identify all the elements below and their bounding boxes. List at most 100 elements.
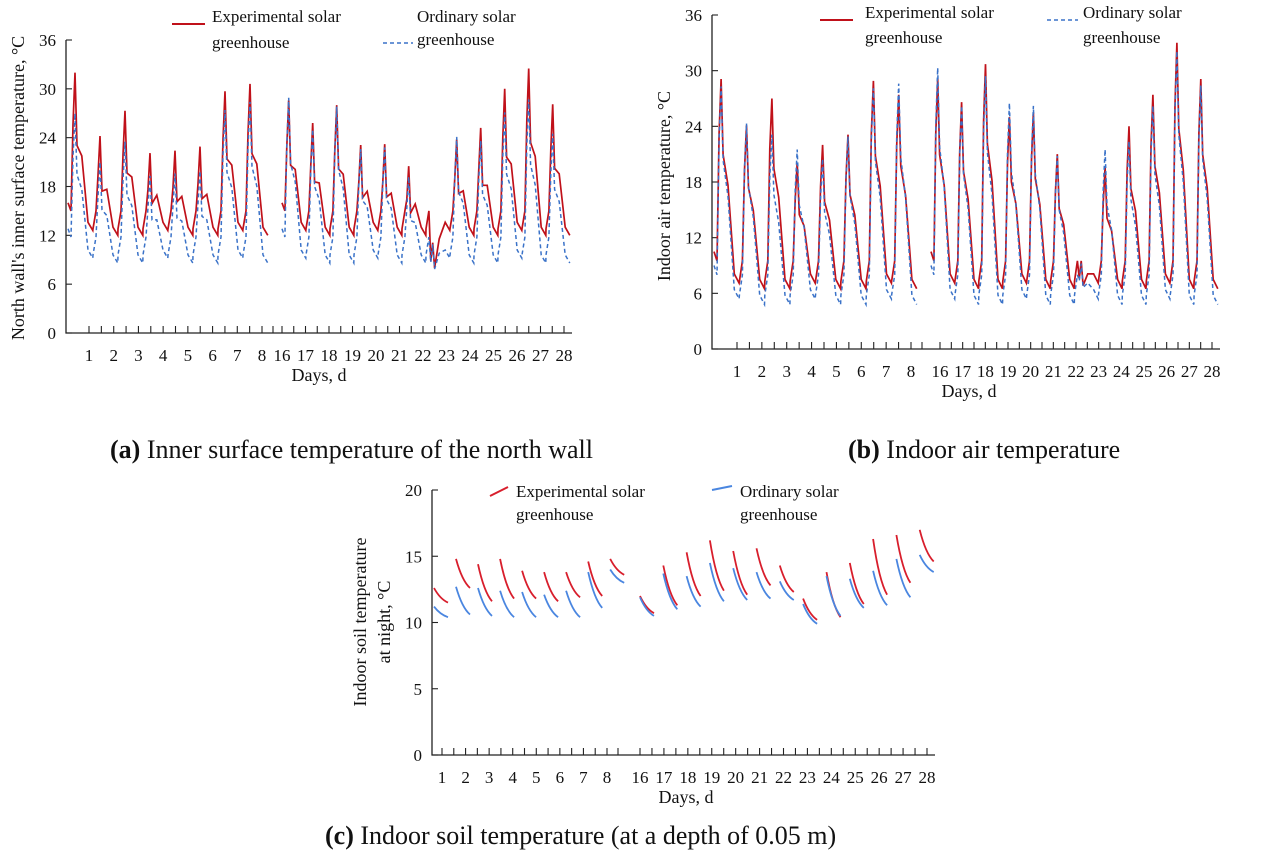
panel-c-xtick-label: 1: [438, 768, 447, 787]
panel-c-series-ordinary-segment: [732, 567, 748, 601]
panel-c-xtick-label: 21: [751, 768, 768, 787]
panel-c-series-experimental-segment: [543, 571, 559, 602]
panel-c-series-ordinary-segment: [609, 569, 625, 584]
panel-a-xtick-label: 25: [485, 346, 502, 365]
panel-a-xtick-label: 18: [321, 346, 338, 365]
panel-b-series-ordinary-line: [930, 51, 1219, 305]
panel-b-legend-experimental-line1: Experimental solar: [865, 3, 994, 22]
panel-a-ytick-label: 30: [39, 80, 56, 99]
panel-c-series-ordinary-segment: [565, 590, 581, 618]
panel-a-xtick-label: 27: [532, 346, 550, 365]
panel-c-legend-ordinary-line1: Ordinary solar: [740, 482, 839, 501]
panel-a-ytick-label: 18: [39, 178, 56, 197]
panel-a-legend-ordinary-line1: Ordinary solar: [417, 7, 516, 26]
panel-a-xtick-label: 8: [258, 346, 267, 365]
panel-c-series-experimental-segment: [455, 558, 471, 589]
panel-b-xtick-label: 22: [1068, 362, 1085, 381]
panel-c-series-ordinary-segment: [455, 586, 471, 616]
panel-b-series-ordinary-line: [713, 83, 918, 308]
panel-c-series-experimental-segment: [499, 558, 515, 600]
panel-c-series-ordinary-segment: [521, 591, 537, 618]
panel-a-ytick-label: 24: [39, 129, 57, 148]
panel-a-legend-experimental-line1: Experimental solar: [212, 7, 341, 26]
panel-a-series-ordinary-line: [281, 97, 571, 270]
panel-b-legend-experimental-line2: greenhouse: [865, 28, 942, 47]
caption-a: (a) Inner surface temperature of the nor…: [110, 435, 593, 464]
panel-a-xtick-label: 17: [297, 346, 315, 365]
panel-a-xtick-label: 2: [109, 346, 118, 365]
panel-b-xtick-label: 26: [1158, 362, 1175, 381]
panel-b-ytick-label: 30: [685, 62, 702, 81]
panel-c-ytick-label: 20: [405, 481, 422, 500]
panel-a-series-experimental-line: [67, 72, 269, 239]
panel-c-xtick-label: 16: [632, 768, 649, 787]
panel-b-xtick-label: 4: [807, 362, 816, 381]
panel-c-series-ordinary-segment: [755, 571, 772, 600]
panel-b-xtick-label: 20: [1022, 362, 1039, 381]
panel-b-plot-area: [713, 42, 1219, 308]
panel-c-xtick-label: 24: [823, 768, 841, 787]
panel-c-xtick-label: 20: [727, 768, 744, 787]
panel-b-xlabel: Days, d: [942, 381, 997, 401]
panel-a-xtick-label: 5: [184, 346, 193, 365]
panel-c-xtick-label: 27: [895, 768, 913, 787]
panel-c-legend-swatch-ordinary: [711, 485, 733, 491]
panel-c-series-ordinary-segment: [895, 558, 912, 598]
panel-a-legend: Experimental solar greenhouse Ordinary s…: [172, 7, 516, 52]
panel-c-series-experimental-segment: [755, 548, 772, 586]
panel-a-xtick-label: 20: [368, 346, 385, 365]
panel-c-series-experimental-segment: [918, 529, 935, 563]
panel-c-ylabel-line1: Indoor soil temperature: [350, 538, 370, 707]
panel-c-xtick-label: 25: [847, 768, 864, 787]
panel-c-xtick-label: 26: [871, 768, 888, 787]
panel-b-legend-ordinary-line2: greenhouse: [1083, 28, 1160, 47]
panel-c-series-experimental-segment: [433, 587, 449, 604]
panel-c-series-experimental-segment: [848, 562, 865, 605]
panel-a-xtick-label: 21: [391, 346, 408, 365]
panel-b-xtick-label: 23: [1090, 362, 1107, 381]
panel-b-xtick-label: 17: [954, 362, 972, 381]
panel-c-series-experimental-segment: [778, 565, 795, 593]
panel-c-series-ordinary-segment: [499, 590, 515, 618]
panel-a-xtick-label: 28: [556, 346, 573, 365]
panel-a-xtick-label: 1: [85, 346, 94, 365]
panel-a-series-ordinary-line: [67, 101, 269, 266]
panel-a-ytick-label: 0: [48, 324, 57, 343]
panel-a-xtick-label: 22: [415, 346, 432, 365]
panel-b-ytick-label: 0: [694, 340, 703, 359]
panel-c-series-ordinary-segment: [918, 554, 935, 573]
panel-a-ytick-label: 12: [39, 226, 56, 245]
panel-c-series-ordinary-segment: [802, 603, 818, 625]
caption-b-label: (b): [848, 435, 880, 464]
panel-a-xtick-label: 19: [344, 346, 361, 365]
panel-c-series-experimental-segment: [609, 558, 625, 576]
panel-c-series-experimental-segment: [685, 552, 702, 597]
panel-c-series-ordinary-segment: [709, 562, 725, 602]
panel-c-xtick-label: 8: [603, 768, 612, 787]
panel-c-series-ordinary-segment: [872, 570, 888, 606]
caption-a-label: (a): [110, 435, 140, 464]
panel-a-series-experimental-line: [281, 68, 571, 269]
panel-c-legend: Experimental solar greenhouse Ordinary s…: [489, 482, 839, 524]
panel-b-ytick-label: 36: [685, 6, 702, 25]
panel-c-series-ordinary-segment: [587, 571, 603, 609]
panel-a-xtick-label: 3: [134, 346, 143, 365]
panel-c-legend-ordinary-line2: greenhouse: [740, 505, 817, 524]
panel-b-xtick-label: 16: [932, 362, 949, 381]
panel-c-series-ordinary-segment: [662, 573, 678, 610]
panel-b-ytick-label: 6: [694, 284, 703, 303]
panel-b-xtick-label: 18: [977, 362, 994, 381]
panel-c-ytick-label: 5: [414, 680, 423, 699]
panel-c-ytick-label: 15: [405, 547, 422, 566]
panel-b-ylabel: Indoor air temperature, °C: [654, 91, 674, 281]
caption-c-label: (c): [325, 821, 354, 850]
panel-b-xtick-label: 5: [832, 362, 841, 381]
caption-b: (b) Indoor air temperature: [848, 435, 1120, 464]
panel-a-ytick-label: 36: [39, 31, 56, 50]
panel-a-legend-experimental-line2: greenhouse: [212, 33, 289, 52]
